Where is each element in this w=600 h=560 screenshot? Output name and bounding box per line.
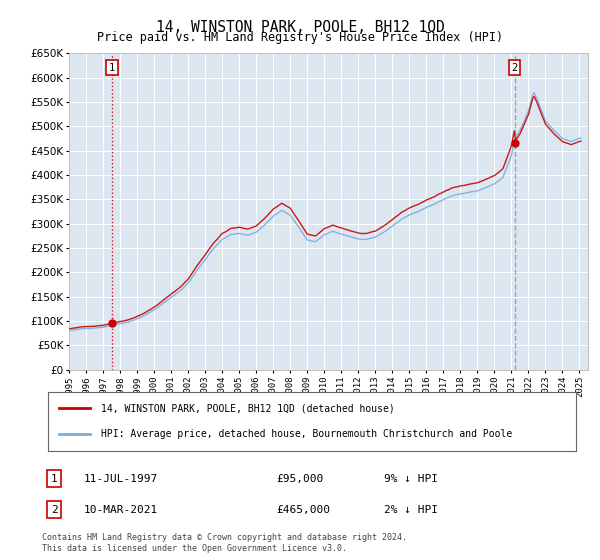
Text: 1: 1 bbox=[50, 474, 58, 484]
Text: 2: 2 bbox=[50, 505, 58, 515]
Text: Contains HM Land Registry data © Crown copyright and database right 2024.
This d: Contains HM Land Registry data © Crown c… bbox=[42, 533, 407, 553]
Text: 14, WINSTON PARK, POOLE, BH12 1QD (detached house): 14, WINSTON PARK, POOLE, BH12 1QD (detac… bbox=[101, 403, 395, 413]
Text: £95,000: £95,000 bbox=[276, 474, 323, 484]
Text: 14, WINSTON PARK, POOLE, BH12 1QD: 14, WINSTON PARK, POOLE, BH12 1QD bbox=[155, 20, 445, 35]
Text: £465,000: £465,000 bbox=[276, 505, 330, 515]
Text: 9% ↓ HPI: 9% ↓ HPI bbox=[384, 474, 438, 484]
Text: 1: 1 bbox=[109, 63, 115, 73]
Text: 2% ↓ HPI: 2% ↓ HPI bbox=[384, 505, 438, 515]
Text: 10-MAR-2021: 10-MAR-2021 bbox=[84, 505, 158, 515]
Text: HPI: Average price, detached house, Bournemouth Christchurch and Poole: HPI: Average price, detached house, Bour… bbox=[101, 430, 512, 440]
Text: 2: 2 bbox=[512, 63, 518, 73]
Text: 11-JUL-1997: 11-JUL-1997 bbox=[84, 474, 158, 484]
Text: Price paid vs. HM Land Registry's House Price Index (HPI): Price paid vs. HM Land Registry's House … bbox=[97, 31, 503, 44]
